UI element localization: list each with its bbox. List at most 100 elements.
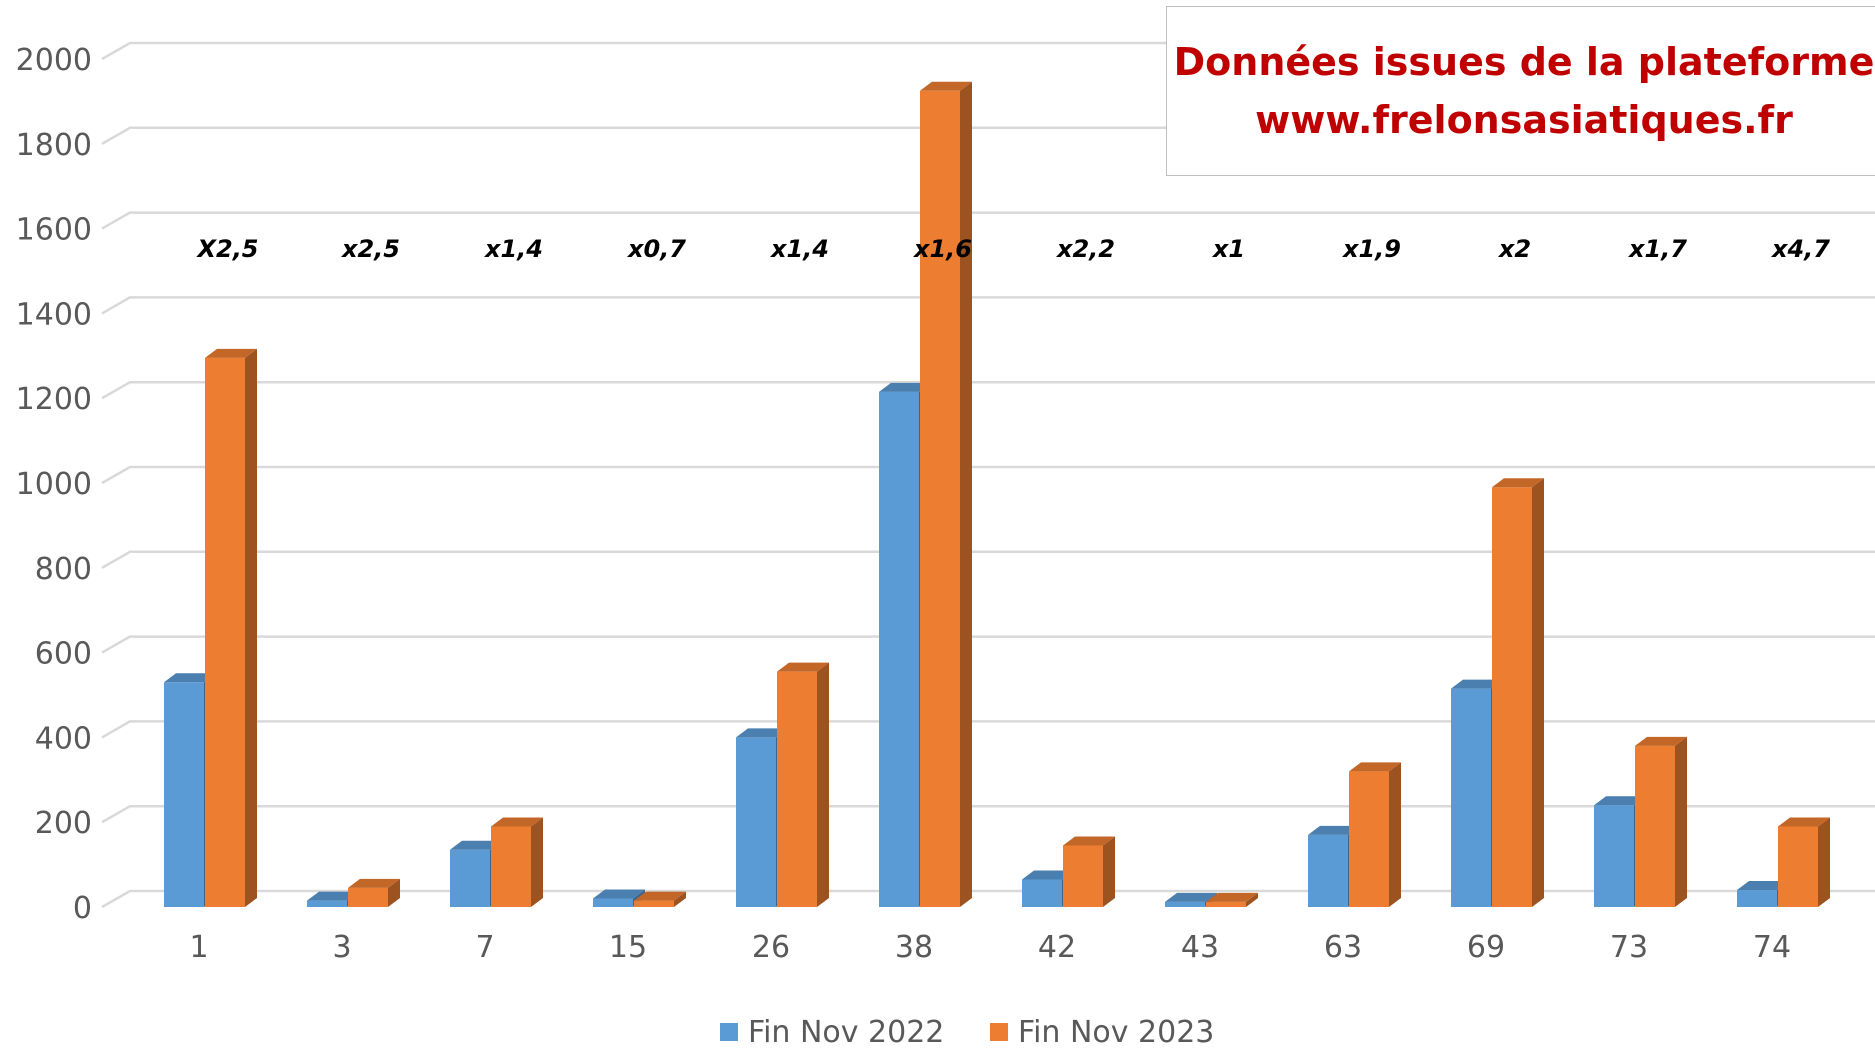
- bar-2022-26: [736, 728, 788, 907]
- y-tick-label: 400: [35, 721, 92, 756]
- bar-front: [1063, 845, 1103, 907]
- bar-top: [205, 348, 257, 358]
- x-axis-ticks: 1 3 7 15 26 38 42 43 63 69 73 74: [189, 930, 1791, 965]
- bar-2023-26: [777, 662, 829, 907]
- bar-top: [164, 673, 216, 683]
- gridline: [101, 465, 1875, 485]
- bar-side: [1532, 478, 1544, 907]
- bar-top: [1165, 892, 1217, 902]
- bar-side: [1818, 817, 1830, 907]
- source-note: Données issues de la plateforme www.frel…: [1166, 6, 1875, 176]
- bar-front: [920, 90, 960, 908]
- y-tick-label: 1200: [16, 382, 92, 417]
- legend-swatch-2023: [990, 1023, 1008, 1041]
- bar-front: [1206, 901, 1246, 907]
- ratio-label: x1: [1212, 235, 1245, 263]
- gridline: [101, 550, 1875, 569]
- bar-top: [1594, 796, 1646, 806]
- bar-2023-42: [1063, 836, 1115, 907]
- bar-2023-7: [491, 817, 543, 907]
- bar-top: [1635, 736, 1687, 746]
- bar-side: [1675, 736, 1687, 907]
- ratio-label: x1,7: [1628, 235, 1687, 263]
- bar-side: [960, 81, 972, 908]
- bar-2022-7: [450, 840, 502, 907]
- x-tick-label: 1: [189, 930, 208, 965]
- legend-label-2022: Fin Nov 2022: [748, 1015, 944, 1049]
- bar-top: [920, 81, 972, 91]
- source-note-line1: Données issues de la plateforme: [1173, 40, 1875, 84]
- bar-top: [1206, 892, 1258, 902]
- ratio-label: x1,9: [1342, 235, 1401, 263]
- bar-front: [1451, 688, 1491, 907]
- bar-front: [164, 682, 204, 907]
- bar-top: [634, 891, 686, 901]
- y-tick-label: 600: [35, 637, 92, 672]
- bar-front: [1635, 745, 1675, 907]
- y-tick-label: 1600: [16, 213, 92, 248]
- bar-top: [593, 889, 645, 899]
- bar-front: [1308, 834, 1348, 907]
- source-note-url: www.frelonsasiatiques.fr: [1255, 98, 1793, 142]
- bar-top: [307, 891, 359, 901]
- ratio-label: x2: [1498, 235, 1531, 263]
- bar-top: [1063, 836, 1115, 846]
- gridline: [101, 211, 1875, 230]
- bar-top: [777, 662, 829, 672]
- x-tick-label: 43: [1181, 930, 1219, 965]
- legend: Fin Nov 2022 Fin Nov 2023: [720, 1015, 1214, 1049]
- x-tick-label: 7: [475, 930, 494, 965]
- x-tick-label: 38: [895, 930, 933, 965]
- bar-2023-15: [634, 891, 686, 907]
- y-tick-label: 800: [35, 552, 92, 587]
- legend-label-2023: Fin Nov 2023: [1018, 1015, 1214, 1049]
- y-tick-label: 1000: [16, 467, 92, 502]
- bar-side: [1389, 762, 1401, 907]
- bar-front: [450, 849, 490, 907]
- bars: [164, 81, 1830, 908]
- gridline: [101, 720, 1875, 739]
- bar-side: [531, 817, 543, 907]
- bar-front: [205, 357, 245, 907]
- bar-side: [674, 891, 686, 907]
- ratio-label: x2,2: [1056, 235, 1115, 263]
- x-tick-label: 74: [1753, 930, 1791, 965]
- bar-side: [388, 878, 400, 907]
- bar-2023-69: [1492, 478, 1544, 907]
- bar-front: [1594, 805, 1634, 907]
- bar-top: [1737, 881, 1789, 891]
- bar-2023-73: [1635, 736, 1687, 907]
- bar-2023-74: [1778, 817, 1830, 907]
- bar-side: [1103, 836, 1115, 907]
- x-tick-label: 26: [752, 930, 790, 965]
- gridline: [101, 296, 1875, 315]
- gridline: [101, 635, 1875, 654]
- bar-2023-38: [920, 81, 972, 908]
- bar-front: [879, 391, 919, 908]
- gridline: [101, 889, 1875, 909]
- ratio-annotations: X2,5 x2,5 x1,4 x0,7 x1,4 x1,6 x2,2 x1 x1,9 x2 x1,7…: [195, 235, 1830, 263]
- x-tick-label: 42: [1038, 930, 1076, 965]
- bar-front: [1349, 771, 1389, 907]
- bar-top: [736, 728, 788, 738]
- y-tick-label: 2000: [16, 43, 92, 78]
- bar-top: [1778, 817, 1830, 827]
- bar-front: [1022, 879, 1062, 907]
- bar-front: [736, 737, 776, 907]
- bar-side: [817, 662, 829, 907]
- bar-top: [1492, 478, 1544, 488]
- bar-front: [777, 671, 817, 907]
- ratio-label: x0,7: [627, 235, 686, 263]
- bar-2023-43: [1206, 892, 1258, 907]
- gridline: [101, 380, 1875, 400]
- ratio-label: x2,5: [341, 235, 400, 263]
- bar-front: [348, 887, 388, 907]
- bar-top: [450, 840, 502, 850]
- y-tick-label: 200: [35, 806, 92, 841]
- legend-swatch-2022: [720, 1023, 738, 1041]
- bar-front: [1737, 890, 1777, 907]
- bar-top: [1349, 762, 1401, 772]
- bar-top: [348, 878, 400, 888]
- ratio-label: x1,4: [484, 235, 543, 263]
- x-tick-label: 69: [1467, 930, 1505, 965]
